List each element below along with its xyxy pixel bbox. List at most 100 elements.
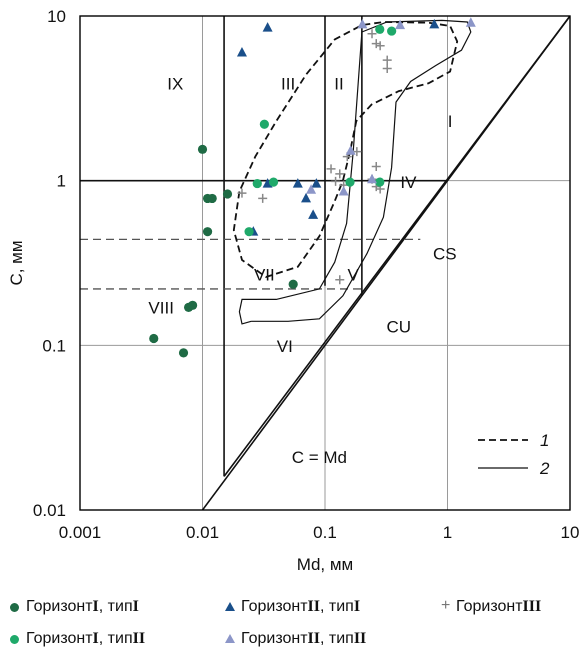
data-point [207, 193, 217, 204]
data-point [429, 18, 440, 29]
envelope-curves [232, 19, 472, 325]
legend-dark-green-circle-icon [8, 600, 22, 614]
data-point [367, 29, 377, 39]
data-point [311, 178, 322, 188]
curve-2-solid [238, 19, 472, 325]
data-point [345, 177, 355, 187]
data-point [395, 19, 406, 30]
line-label: CU [386, 318, 411, 337]
data-point [288, 279, 298, 289]
data-point [465, 17, 476, 27]
y-tick-label: 10 [47, 7, 66, 26]
curve-2-label: 2 [539, 459, 550, 478]
x-tick-label: 0.01 [186, 523, 219, 542]
region-label: VI [277, 337, 293, 356]
legend-suffix: , тип [98, 598, 133, 615]
data-point [178, 348, 189, 358]
data-point [387, 26, 397, 36]
data-point [268, 177, 279, 187]
legend-type-roman: I [132, 598, 139, 615]
data-point [326, 164, 336, 174]
region-label: II [334, 74, 343, 93]
data-point [244, 227, 254, 237]
legend-item-horizon-3: + Горизонт III [441, 597, 542, 616]
y-tick-label: 0.01 [33, 501, 66, 520]
legend-type-roman: II [353, 630, 367, 647]
data-point [292, 178, 303, 188]
plot-frame [79, 15, 571, 511]
legend-item-horizon-2-type-1: Горизонт II, тип I [223, 598, 360, 616]
y-tick-label: 1 [57, 172, 66, 191]
region-label: I [448, 112, 453, 131]
data-point [149, 333, 159, 344]
region-label: V [348, 265, 360, 284]
data-point [367, 173, 378, 184]
data-point [236, 47, 247, 57]
x-tick-label: 1 [443, 523, 452, 542]
legend-prefix: Горизонт [456, 598, 523, 615]
legend-prefix: Горизонт [241, 598, 308, 615]
legend-prefix: Горизонт [26, 630, 93, 647]
legend-type-roman: II [132, 630, 146, 647]
data-point [262, 22, 273, 32]
data-point [259, 119, 269, 129]
x-axis-label: Md, мм [297, 555, 353, 574]
x-tick-label: 0.1 [313, 523, 337, 542]
curve-1-label: 1 [540, 431, 549, 450]
legend-type-roman: I [353, 598, 361, 615]
data-point [382, 63, 392, 73]
line-cu [223, 16, 570, 477]
data-point [345, 145, 356, 155]
legend-roman: I [92, 630, 99, 647]
curve-1-dashed [232, 21, 459, 278]
region-label: IX [167, 74, 183, 93]
region-label: III [281, 74, 295, 93]
legend-item-horizon-2-type-2: Горизонт II, тип II [223, 630, 366, 648]
y-axis-label: C, мм [7, 240, 26, 285]
data-point [197, 144, 208, 154]
line-label: CS [433, 245, 457, 264]
legend-plus-icon: + [441, 597, 451, 614]
data-point [375, 24, 385, 34]
legend-item-horizon-1-type-2: Горизонт I, тип II [8, 630, 145, 648]
legend-roman: III [522, 598, 542, 615]
data-point [202, 227, 213, 237]
data-point [306, 184, 317, 194]
legend-suffix: , тип [320, 630, 354, 647]
data-point [371, 39, 381, 49]
data-point [375, 177, 385, 187]
data-point [357, 18, 368, 29]
data-point [382, 55, 392, 65]
legend-prefix: Горизонт [26, 598, 93, 615]
line-label: C = Md [292, 448, 347, 467]
legend: Горизонт I, тип I Горизонт II, тип I + Г… [8, 592, 578, 652]
legend-item-horizon-1-type-1: Горизонт I, тип I [8, 598, 139, 616]
data-point [375, 41, 385, 51]
region-boundaries [80, 16, 570, 510]
data-point [301, 192, 312, 203]
legend-prefix: Горизонт [241, 630, 308, 647]
data-point [335, 169, 345, 179]
data-point [308, 209, 319, 219]
region-label: VII [254, 265, 275, 284]
data-point [331, 176, 341, 186]
x-tick-label: 0.001 [59, 523, 102, 542]
data-point [187, 300, 198, 310]
legend-suffix: , тип [98, 630, 133, 647]
data-point [262, 178, 273, 188]
data-point [252, 178, 262, 189]
data-point [371, 161, 381, 171]
legend-roman: II [307, 630, 320, 647]
data-point [338, 185, 349, 196]
data-point [222, 189, 233, 199]
data-point [237, 188, 247, 198]
legend-suffix: , тип [320, 598, 354, 615]
data-points [149, 17, 476, 358]
region-label: IV [400, 173, 417, 192]
data-point [335, 275, 345, 285]
region-label: VIII [148, 298, 174, 317]
legend-light-green-circle-icon [8, 632, 22, 646]
legend-roman: II [307, 598, 320, 615]
legend-lavender-triangle-icon [223, 632, 237, 646]
